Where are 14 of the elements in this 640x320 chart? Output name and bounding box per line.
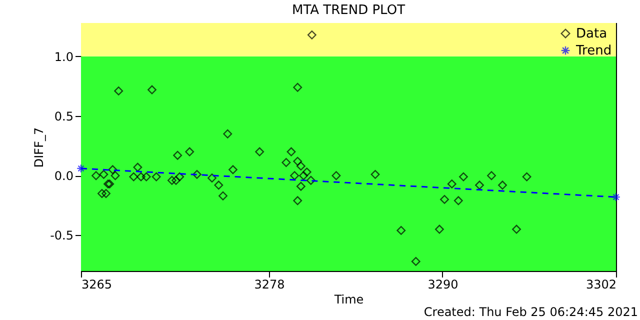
x-tick-label: 3278 [254, 278, 285, 292]
legend-label: Data [576, 26, 608, 42]
y-axis-title: DIFF_7 [32, 127, 46, 168]
text: Created: Thu Feb 25 06:24:45 2021 [424, 305, 638, 319]
chart-title: MTA TREND PLOT [292, 3, 406, 18]
y-tick-label: 1.0 [54, 50, 74, 64]
x-tick-label: 3265 [82, 278, 112, 292]
y-tick-label: 0.0 [54, 169, 74, 184]
x-tick-label: 3290 [428, 278, 458, 292]
legend-label: Trend [575, 44, 612, 58]
y-tick-label: 0.5 [54, 110, 74, 124]
x-axis-title: Time [333, 292, 364, 306]
x-tick-label: 3302 [586, 278, 616, 292]
y-tick-label: -0.5 [50, 228, 74, 243]
